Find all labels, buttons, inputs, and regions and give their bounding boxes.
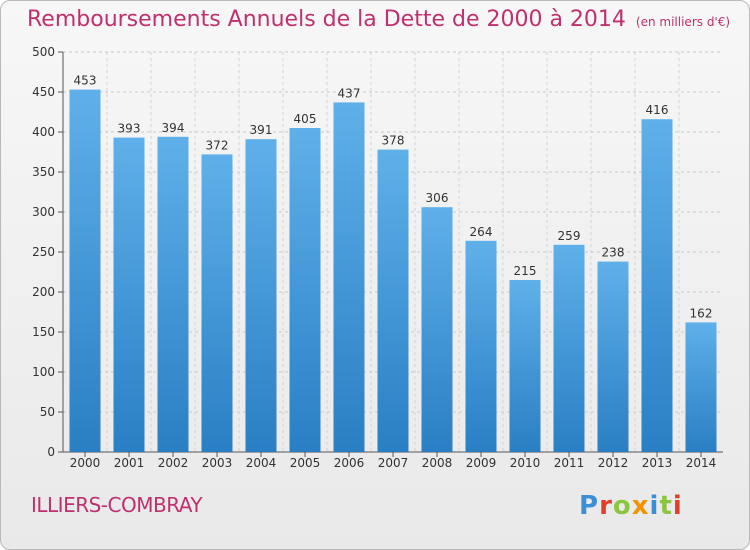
x-tick-label: 2008 <box>422 456 453 470</box>
x-tick-label: 2005 <box>290 456 321 470</box>
bar <box>113 137 145 452</box>
x-tick-label: 2010 <box>510 456 541 470</box>
logo-letter: i <box>649 491 660 521</box>
x-tick-label: 2003 <box>202 456 233 470</box>
bar <box>421 207 453 452</box>
bar-value-label: 453 <box>74 74 97 88</box>
logo-letter: i <box>672 491 683 521</box>
bars <box>69 89 717 453</box>
town-name: ILLIERS-COMBRAY <box>31 493 203 517</box>
y-tick-label: 200 <box>32 285 55 299</box>
bar-value-label: 264 <box>470 225 493 239</box>
y-tick-label: 100 <box>32 365 55 379</box>
y-tick-label: 50 <box>40 405 55 419</box>
bar <box>553 244 585 452</box>
bar-value-label: 393 <box>118 122 141 136</box>
y-tick-label: 0 <box>47 445 55 459</box>
bar-value-label: 238 <box>602 246 625 260</box>
x-tick-label: 2006 <box>334 456 365 470</box>
y-tick-label: 400 <box>32 125 55 139</box>
chart-title: Remboursements Annuels de la Dette de 20… <box>27 7 730 32</box>
x-tick-label: 2009 <box>466 456 497 470</box>
bar <box>201 154 233 452</box>
logo-letter: x <box>631 491 650 521</box>
bar <box>509 280 541 452</box>
logo-letter: P <box>579 491 600 521</box>
bar-value-label: 306 <box>426 191 449 205</box>
y-tick-label: 300 <box>32 205 55 219</box>
x-tick-label: 2011 <box>554 456 585 470</box>
logo-letter: o <box>612 491 632 521</box>
bar-value-label: 394 <box>162 121 185 135</box>
bar-value-label: 416 <box>646 103 669 117</box>
labels: 0 50 100 150 200 250 300 350 400 450 500 453 2000 393… <box>32 45 716 470</box>
bar-value-label: 405 <box>294 112 317 126</box>
y-tick-label: 500 <box>32 45 55 59</box>
bar-value-label: 259 <box>558 229 581 243</box>
x-tick-label: 2001 <box>114 456 145 470</box>
chart-title-text: Remboursements Annuels de la Dette de 20… <box>27 7 626 32</box>
x-tick-label: 2014 <box>686 456 717 470</box>
y-tick-label: 350 <box>32 165 55 179</box>
bar-value-label: 378 <box>382 134 405 148</box>
x-tick-label: 2013 <box>642 456 673 470</box>
bar <box>597 261 629 452</box>
bar-value-label: 437 <box>338 86 361 100</box>
y-tick-label: 250 <box>32 245 55 259</box>
y-tick-label: 450 <box>32 85 55 99</box>
logo-letter: t <box>659 491 673 521</box>
bar <box>157 136 189 453</box>
bar <box>377 149 409 452</box>
bar <box>641 119 673 452</box>
proxiti-logo: Proxiti <box>579 491 683 521</box>
x-tick-label: 2007 <box>378 456 409 470</box>
y-tick-label: 150 <box>32 325 55 339</box>
chart-unit-label: (en milliers d'€) <box>635 15 731 29</box>
bar-value-label: 215 <box>514 264 537 278</box>
bar-value-label: 391 <box>250 123 273 137</box>
bar <box>465 240 497 452</box>
x-tick-label: 2000 <box>70 456 101 470</box>
logo-letter: r <box>599 491 613 521</box>
bar <box>289 128 321 452</box>
bar <box>69 89 101 452</box>
bar <box>685 322 717 452</box>
bar <box>245 139 277 452</box>
bar <box>333 102 365 453</box>
x-tick-label: 2004 <box>246 456 277 470</box>
bar-chart: 0 50 100 150 200 250 300 350 400 450 500 453 2000 393… <box>32 45 723 470</box>
bar-value-label: 372 <box>206 138 229 152</box>
x-tick-label: 2012 <box>598 456 629 470</box>
bar-value-label: 162 <box>690 306 713 320</box>
x-tick-label: 2002 <box>158 456 189 470</box>
